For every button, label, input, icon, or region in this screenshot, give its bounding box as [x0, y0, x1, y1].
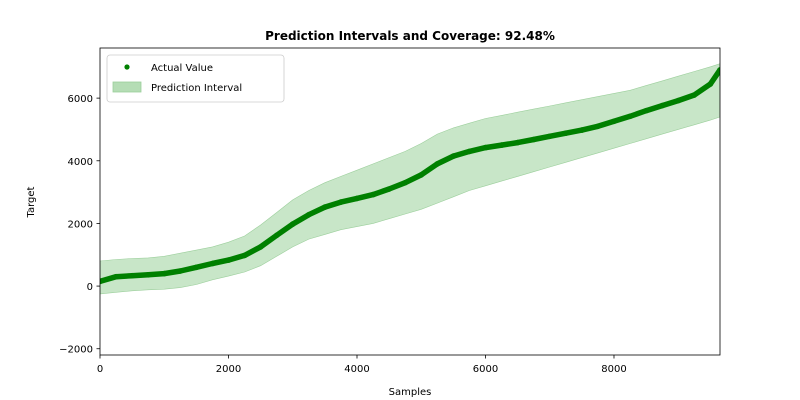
actual-value-point — [514, 139, 521, 146]
actual-value-point — [177, 268, 184, 274]
actual-value-point — [289, 221, 296, 227]
actual-value-point — [370, 191, 376, 198]
actual-value-point — [717, 67, 720, 73]
legend-interval-swatch — [112, 81, 142, 93]
legend-actual-label: Actual Value — [151, 63, 213, 74]
x-axis-label: Samples — [389, 387, 432, 398]
y-tick-label: 0 — [87, 282, 93, 293]
actual-value-point — [354, 195, 360, 202]
x-tick-label: 2000 — [216, 364, 241, 375]
actual-value-point — [225, 257, 232, 263]
actual-value-point — [466, 148, 473, 155]
actual-value-point — [129, 272, 135, 279]
actual-value-point — [627, 113, 633, 120]
actual-value-point — [306, 211, 312, 218]
plot-area-frame — [99, 47, 721, 356]
y-tick-label: −2000 — [59, 345, 93, 356]
actual-value-point — [563, 130, 569, 136]
actual-value-point — [482, 144, 489, 151]
actual-value-points — [100, 67, 720, 285]
actual-value-trace — [100, 67, 720, 285]
x-tick-label: 6000 — [473, 364, 498, 375]
x-axis-ticks: 0 2000 4000 6000 8000 — [97, 355, 627, 375]
actual-value-point — [209, 260, 216, 267]
y-tick-label: 4000 — [68, 157, 93, 168]
actual-value-point — [530, 136, 537, 143]
actual-value-point — [257, 244, 264, 250]
y-axis-ticks: −2000 0 2000 4000 6000 — [59, 94, 100, 356]
actual-value-point — [579, 127, 585, 133]
actual-value-point — [675, 97, 681, 104]
actual-value-point — [707, 81, 714, 87]
actual-value-point — [386, 186, 392, 192]
chart-title: Prediction Intervals and Coverage: 92.48… — [265, 29, 555, 43]
actual-value-point — [659, 102, 665, 109]
actual-value-point — [193, 264, 200, 271]
actual-value-point — [546, 133, 553, 140]
actual-value-point — [418, 172, 425, 178]
actual-value-point — [450, 153, 457, 159]
x-tick-label: 8000 — [601, 364, 626, 375]
actual-value-point — [113, 273, 119, 280]
actual-value-point — [402, 179, 409, 186]
actual-value-point — [322, 204, 328, 210]
y-tick-label: 6000 — [68, 94, 93, 105]
actual-value-point — [161, 270, 167, 277]
actual-value-point — [691, 92, 698, 98]
actual-value-point — [643, 107, 649, 114]
actual-value-point — [595, 123, 601, 130]
y-tick-label: 2000 — [68, 219, 93, 230]
actual-value-point — [338, 199, 344, 205]
actual-value-point — [241, 252, 248, 259]
legend-box — [106, 54, 285, 103]
actual-value-point — [434, 161, 441, 167]
legend-actual-marker — [124, 64, 130, 70]
x-tick-label: 0 — [97, 364, 103, 375]
y-axis-label: Target — [26, 186, 37, 218]
actual-value-point — [611, 118, 617, 125]
legend: Actual Value Prediction Interval — [106, 54, 285, 103]
actual-value-point — [100, 278, 103, 285]
actual-value-point — [145, 272, 151, 278]
actual-value-point — [273, 232, 280, 239]
actual-value-point — [498, 142, 505, 148]
legend-interval-label: Prediction Interval — [151, 83, 242, 94]
x-tick-label: 4000 — [344, 364, 369, 375]
